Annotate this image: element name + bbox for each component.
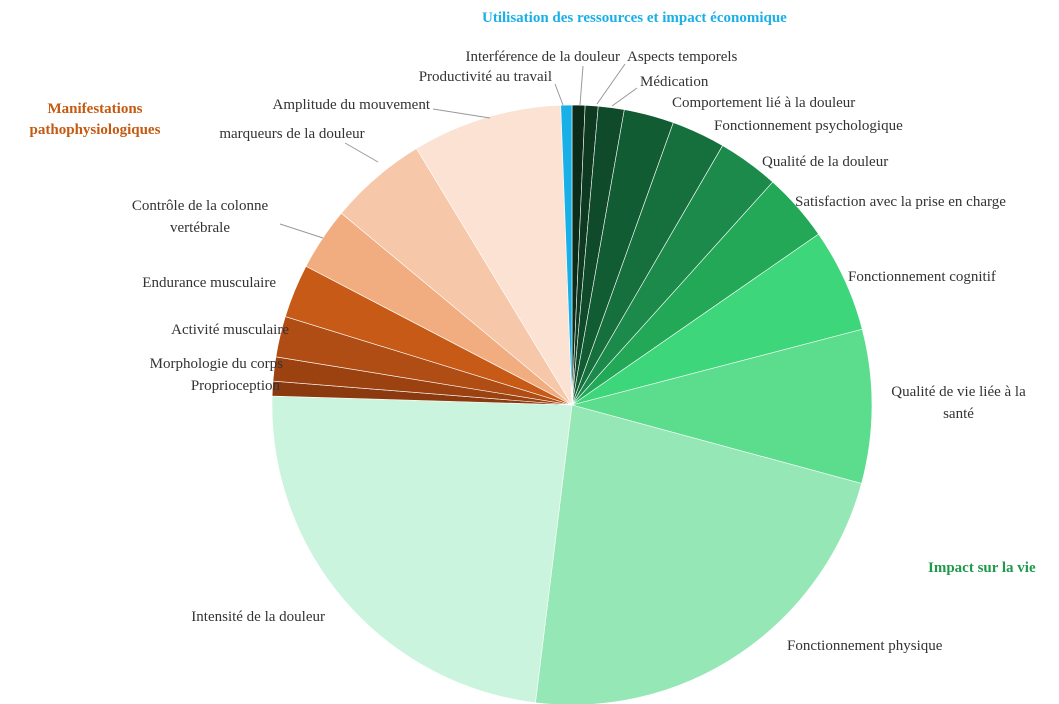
leader-line: [554, 83, 564, 106]
leader-line: [279, 223, 324, 239]
slice-label: Amplitude du mouvement: [272, 97, 430, 113]
leader-line: [432, 108, 491, 119]
pie-slice: [570, 328, 873, 484]
slice-label: Endurance musculaire: [142, 275, 276, 291]
slice-label: Qualité de vie liée à la santé: [891, 384, 1026, 422]
slice-label: Contrôle de la colonne vertébrale: [131, 198, 269, 236]
leader-line: [344, 142, 379, 163]
pie-slice: [271, 395, 573, 704]
group-label: Manifestations pathophysiologiques: [29, 101, 161, 138]
slice-label: Activité musculaire: [171, 322, 289, 338]
group-label: Impact sur la vie: [928, 560, 1036, 576]
slice-label: Fonctionnement psychologique: [714, 118, 903, 134]
leader-line: [596, 63, 626, 105]
slice-label: marqueurs de la douleur: [219, 126, 365, 142]
slice-label: Morphologie du corps: [149, 356, 283, 372]
leader-line: [579, 65, 584, 106]
group-label: Utilisation des ressources et impact éco…: [482, 10, 787, 26]
slice-label: Satisfaction avec la prise en charge: [795, 194, 1006, 210]
pie-slice: [535, 404, 862, 704]
slice-label: Productivité au travail: [418, 69, 552, 85]
slice-label: Proprioception: [190, 378, 280, 394]
pie-slice: [560, 104, 573, 406]
slice-label: Aspects temporels: [627, 49, 738, 65]
leader-line: [611, 87, 638, 107]
slice-label: Fonctionnement cognitif: [848, 269, 996, 285]
slice-label: Intensité de la douleur: [191, 609, 325, 625]
slice-label: Qualité de la douleur: [762, 154, 889, 170]
slice-label: Interférence de la douleur: [465, 49, 621, 65]
slice-label: Comportement lié à la douleur: [672, 95, 856, 111]
slice-label: Médication: [640, 74, 709, 90]
slice-label: Fonctionnement physique: [787, 638, 943, 654]
